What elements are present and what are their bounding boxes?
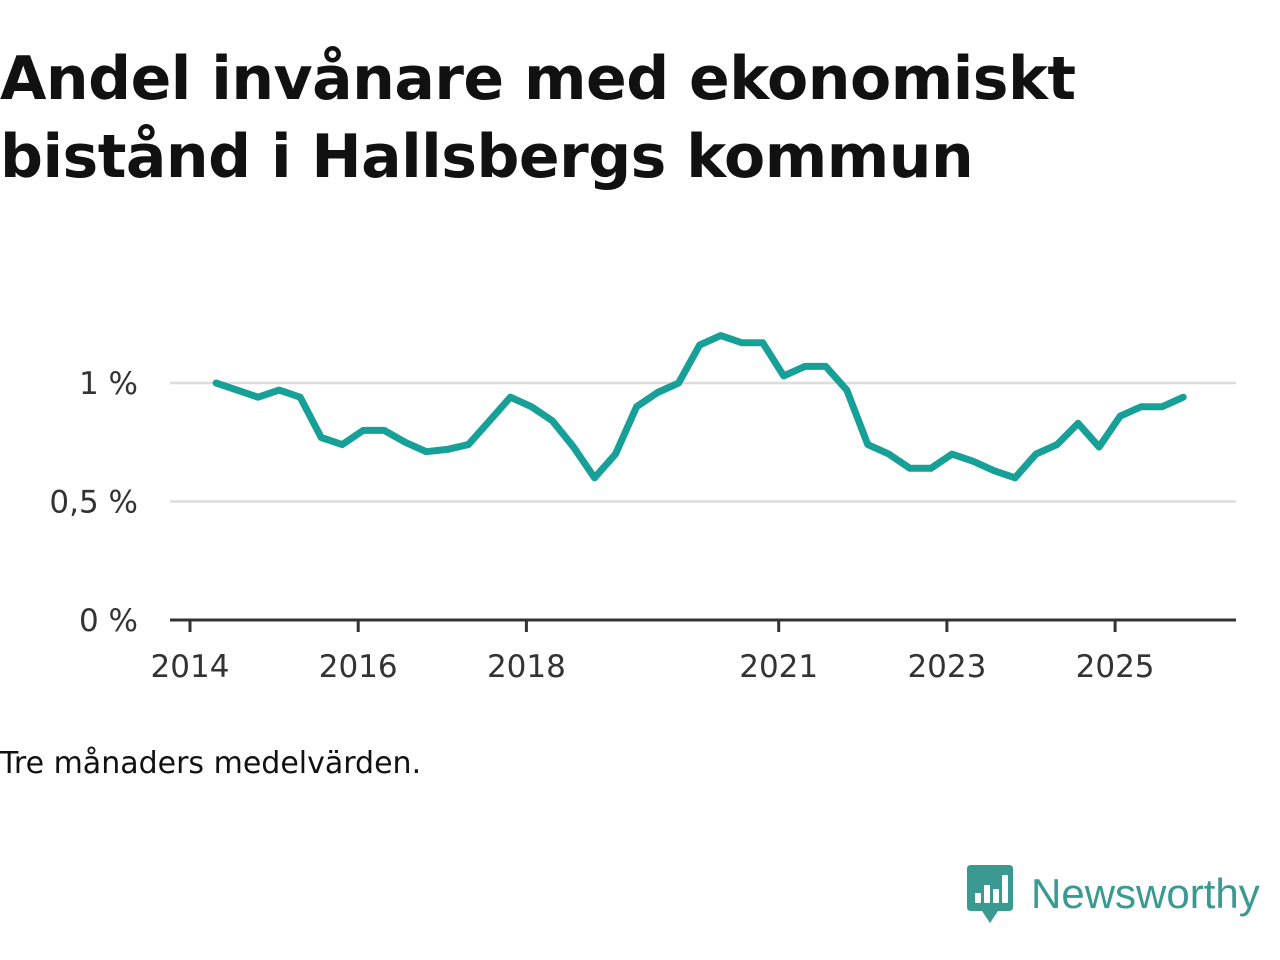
y-tick-label: 0,5 % [49,485,138,521]
data-point [782,374,786,378]
data-point [803,364,807,368]
data-point [403,440,407,444]
data-point [698,343,702,347]
data-point [719,334,723,338]
data-point [529,405,533,409]
x-tick-label: 2018 [487,649,566,685]
data-point [1160,405,1164,409]
data-point [340,443,344,447]
y-axis-tick-labels: 0 % 0,5 % 1 % [49,366,138,639]
data-point [677,381,681,385]
chart-title: Andel invånare med ekonomiskt bistånd i … [0,44,1076,192]
x-tick-label: 2014 [151,649,230,685]
x-tick-label: 2021 [739,649,818,685]
data-point [445,447,449,451]
data-point [761,341,765,345]
x-axis-tick-labels: 2014 2016 2018 2021 2023 2025 [151,649,1155,685]
data-point [1034,452,1038,456]
data-point [572,445,576,449]
data-point [971,459,975,463]
series-line-0 [212,332,1187,482]
data-point [614,452,618,456]
data-point [593,476,597,480]
data-point [740,341,744,345]
data-point [551,419,555,423]
data-point [1139,405,1143,409]
x-axis [170,618,1236,632]
chart-note: Tre månaders medelvärden. [0,746,422,781]
data-point [950,452,954,456]
data-point [1097,445,1101,449]
data-point [424,450,428,454]
y-tick-label: 1 % [79,366,138,402]
data-point [929,466,933,470]
data-point [361,428,365,432]
data-point [1118,414,1122,418]
data-point [466,443,470,447]
data-point [1013,476,1017,480]
data-point [635,405,639,409]
newsworthy-logo-icon [967,865,1013,923]
data-point [992,469,996,473]
data-point [1076,421,1080,425]
y-tick-label: 0 % [79,603,138,639]
gridlines [170,381,1236,503]
data-point [319,436,323,440]
x-tick-label: 2025 [1076,649,1155,685]
data-point [845,388,849,392]
brand-logo: Newsworthy [965,862,1260,926]
data-point [508,395,512,399]
data-point [298,395,302,399]
data-point [1181,395,1185,399]
data-point [656,391,660,395]
series-layer [212,332,1187,482]
x-tick-label: 2023 [907,649,986,685]
data-point [824,364,828,368]
data-point [214,381,218,385]
data-point [256,395,260,399]
data-point [866,443,870,447]
brand-name: Newsworthy [1031,870,1260,917]
data-point [887,452,891,456]
data-point [277,388,281,392]
data-point [487,419,491,423]
data-point [235,388,239,392]
data-point [908,466,912,470]
data-point [382,428,386,432]
x-tick-label: 2016 [319,649,398,685]
data-point [1055,443,1059,447]
